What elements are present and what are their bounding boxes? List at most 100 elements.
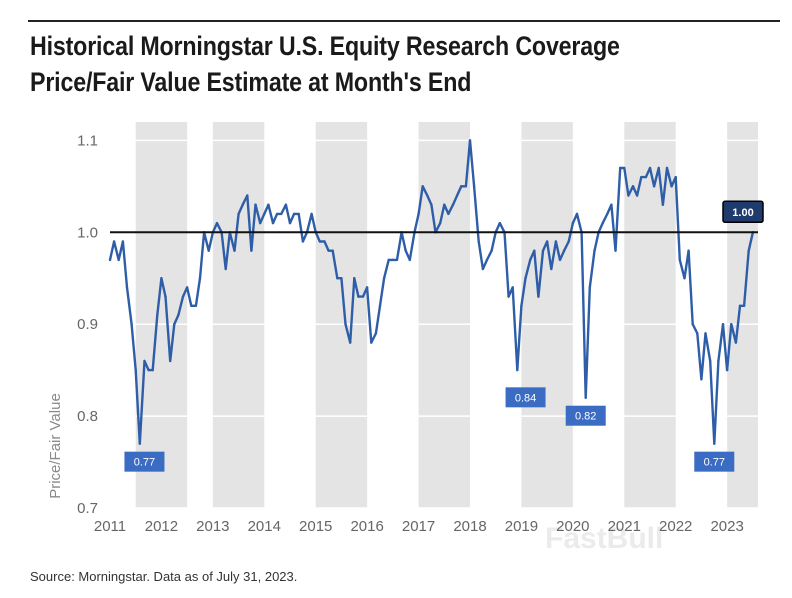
data-point: [357, 295, 360, 298]
data-point: [674, 175, 677, 179]
data-point: [443, 203, 446, 206]
x-tick-label: 2019: [505, 518, 538, 535]
y-tick-label: 0.7: [77, 500, 98, 517]
data-point: [644, 175, 648, 179]
annotations: 0.77 0.84 0.82 0.77: [124, 387, 735, 472]
data-point: [562, 249, 566, 252]
data-point: [571, 221, 575, 225]
data-point: [640, 175, 643, 179]
y-axis-label: Price/Fair Value: [47, 393, 64, 499]
data-point: [742, 304, 746, 308]
data-point: [108, 258, 112, 262]
shaded-band: [212, 122, 265, 508]
data-point: [438, 221, 442, 225]
data-point: [198, 277, 202, 280]
annotation-box: [565, 405, 606, 426]
data-point: [258, 221, 262, 225]
data-point: [631, 185, 635, 188]
data-point: [224, 267, 227, 271]
data-point: [708, 359, 712, 363]
data-point: [713, 442, 716, 445]
data-point: [173, 322, 176, 326]
data-point: [481, 267, 485, 271]
data-point: [125, 286, 129, 289]
data-point: [181, 295, 185, 298]
data-point: [691, 322, 694, 326]
data-point: [408, 258, 412, 262]
data-point: [717, 359, 720, 363]
data-point: [310, 212, 313, 216]
data-point: [520, 304, 523, 308]
y-tick-label: 0.8: [77, 408, 98, 425]
shaded-band: [521, 122, 573, 508]
data-point: [524, 277, 527, 280]
data-point: [361, 295, 365, 298]
data-point: [327, 249, 330, 252]
reference-label: 1.00: [732, 207, 753, 219]
data-point: [288, 221, 292, 225]
shaded-band: [727, 122, 758, 508]
x-tick-label: 2011: [94, 518, 126, 535]
data-point: [545, 240, 549, 243]
data-point: [528, 258, 532, 262]
data-point: [498, 221, 502, 225]
data-point: [670, 185, 673, 188]
data-point: [365, 286, 369, 289]
data-point: [344, 322, 347, 326]
data-point: [348, 341, 352, 344]
data-point: [627, 194, 630, 197]
x-axis-ticks: 2011 2012 2013 2014 2015 2016 2017 2018 2019 2020…: [94, 518, 744, 535]
data-point: [511, 286, 514, 289]
data-point: [336, 277, 339, 280]
data-point: [683, 277, 686, 280]
data-point: [657, 166, 660, 170]
data-point: [588, 286, 592, 289]
data-point: [451, 203, 455, 206]
data-point: [237, 212, 240, 216]
source-note: Source: Morningstar. Data as of July 31,…: [30, 569, 298, 584]
reference-label-box: [722, 200, 764, 224]
data-point: [421, 185, 424, 188]
data-point: [696, 332, 699, 335]
shaded-band: [418, 122, 470, 508]
data-point: [134, 368, 137, 372]
annotation-box: [124, 451, 165, 472]
data-point: [160, 277, 163, 280]
y-axis-ticks: 0.7 0.8 0.9 1.0 1.1: [77, 132, 98, 517]
data-point: [391, 258, 395, 262]
data-point: [250, 249, 253, 252]
data-point: [652, 185, 656, 188]
data-point: [472, 185, 476, 188]
data-point: [280, 212, 283, 216]
data-point: [404, 249, 407, 252]
data-point: [738, 304, 742, 308]
data-point: [661, 203, 665, 206]
data-point: [426, 194, 429, 197]
data-point: [704, 332, 707, 335]
data-point: [618, 166, 622, 170]
annotation-box: [505, 387, 546, 408]
data-point: [194, 304, 198, 308]
data-point: [468, 139, 472, 142]
x-tick-label: 2014: [248, 518, 281, 535]
data-point: [533, 249, 536, 252]
annotation-label: 0.82: [575, 411, 596, 423]
y-tick-label: 0.9: [77, 316, 98, 333]
top-rule: [28, 20, 780, 22]
data-point: [430, 203, 433, 206]
data-point: [156, 313, 159, 317]
data-point: [477, 240, 480, 243]
watermark: FastBull: [545, 522, 663, 555]
data-point: [665, 166, 669, 170]
data-point: [164, 295, 167, 298]
data-point: [623, 166, 626, 170]
data-point: [241, 203, 244, 206]
data-point: [271, 221, 275, 225]
data-point: [246, 194, 249, 197]
data-point: [575, 212, 579, 216]
data-point: [292, 212, 296, 216]
data-point: [117, 258, 120, 262]
data-point: [558, 258, 562, 262]
shaded-band: [315, 122, 368, 508]
x-tick-label: 2020: [556, 518, 589, 535]
